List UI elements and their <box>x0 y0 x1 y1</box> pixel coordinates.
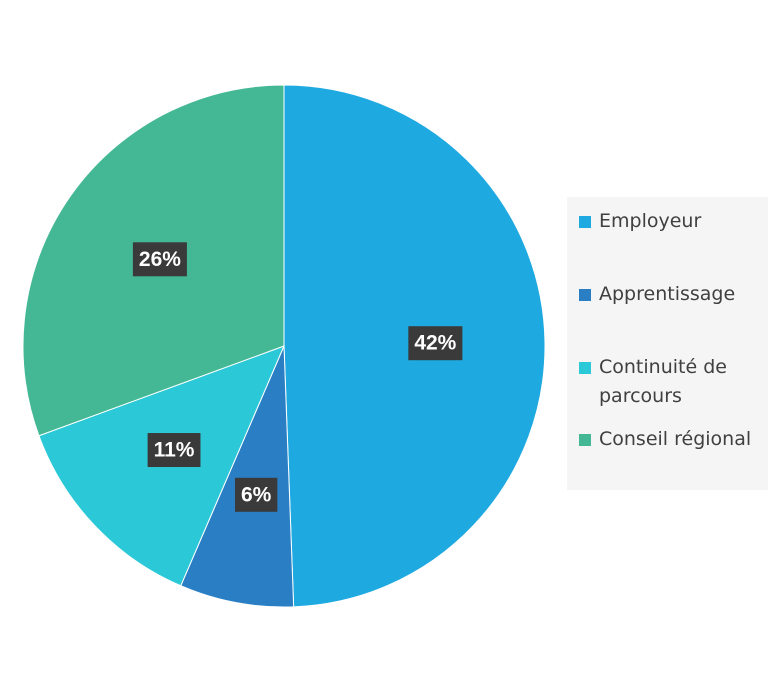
data-label-text: 6% <box>241 483 272 506</box>
legend-swatch <box>579 216 591 228</box>
data-label-text: 42% <box>414 332 456 355</box>
legend-item: Employeur <box>579 207 762 236</box>
data-label-bg <box>147 433 201 468</box>
data-label-text: 26% <box>139 248 181 271</box>
slice <box>180 345 295 608</box>
legend-item: Apprentissage <box>579 280 762 309</box>
legend-swatch <box>579 289 591 301</box>
legend-label: Apprentissage <box>599 283 736 305</box>
data-label-text: 11% <box>154 439 195 462</box>
legend-swatch <box>579 434 591 446</box>
legend: Employeur Apprentissage Continuité de parc… <box>567 197 768 490</box>
data-label: 42% <box>408 326 463 361</box>
data-label: 11% <box>147 433 201 468</box>
legend-label: Employeur <box>599 210 702 232</box>
data-label-bg <box>235 477 278 512</box>
legend-label: Conseil régional <box>599 428 752 450</box>
legend-item: Continuité de parcours <box>579 353 762 411</box>
data-label-bg <box>132 242 187 277</box>
data-label: 6% <box>235 477 278 512</box>
legend-swatch <box>579 362 591 374</box>
legend-label: Continuité de parcours <box>599 356 727 407</box>
data-label-bg <box>408 326 463 361</box>
data-label: 26% <box>132 242 187 277</box>
legend-item: Conseil régional <box>579 425 762 454</box>
